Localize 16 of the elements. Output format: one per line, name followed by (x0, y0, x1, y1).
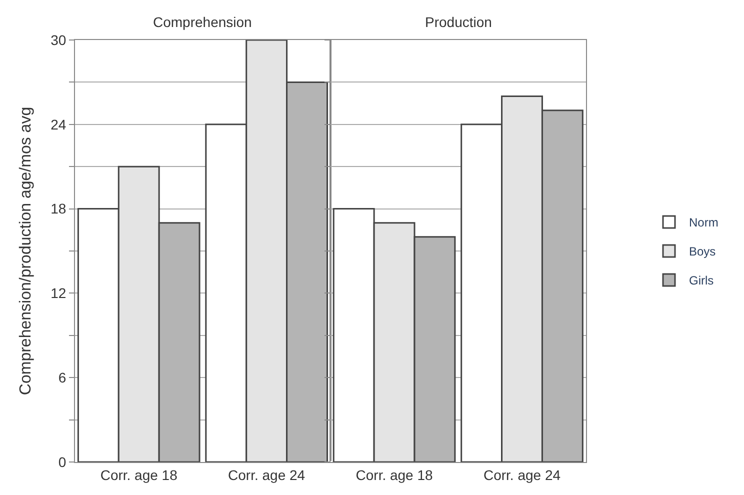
chart-title: Production (425, 14, 492, 30)
x-tick-label: Corr. age 18 (356, 466, 434, 483)
x-tick-label: Corr. age 24 (228, 466, 306, 483)
x-tick-label: Corr. age 18 (100, 466, 178, 483)
x-tick-label: Corr. age 24 (483, 466, 561, 483)
y-tick-label: 12 (50, 285, 66, 302)
y-tick-label: 30 (50, 32, 66, 48)
y-axis-title: Comprehension/production age/mos avg (18, 106, 35, 396)
legend-label: Norm (689, 216, 718, 230)
chart-title: Comprehension (153, 14, 252, 30)
legend-label: Girls (689, 274, 714, 288)
y-tick-label: 0 (58, 454, 66, 470)
y-tick-label: 6 (58, 370, 66, 386)
y-tick-label: 24 (50, 116, 66, 132)
legend-label: Boys (689, 244, 716, 259)
y-tick-label: 18 (50, 200, 66, 217)
